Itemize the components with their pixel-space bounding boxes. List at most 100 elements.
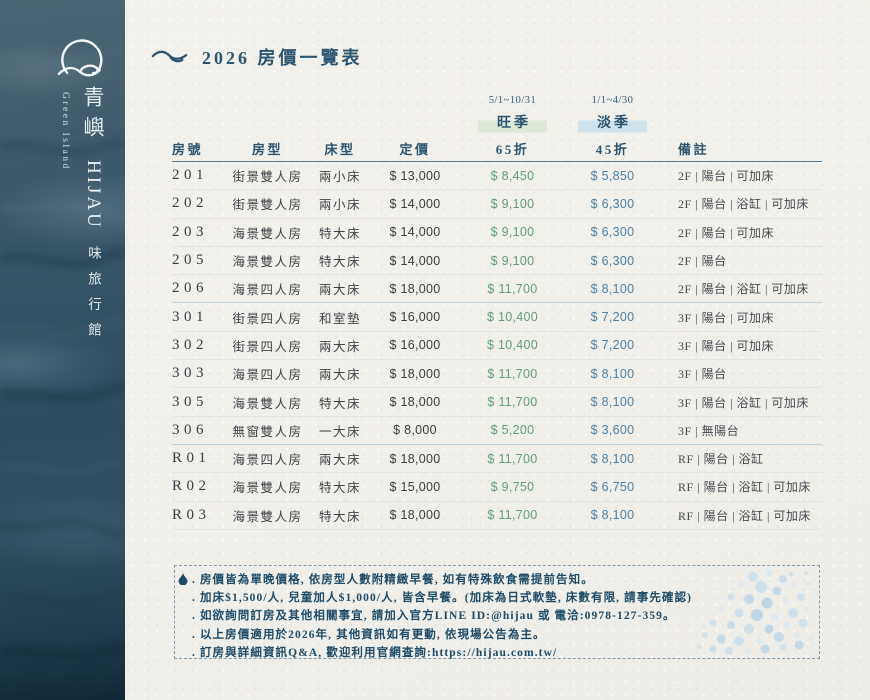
bed-type: 特大床 — [310, 247, 370, 276]
price-table: 5/1~10/31 1/1~4/30 旺季 淡季 房號 房型 床型 定價 65折… — [172, 90, 822, 530]
off-price: $ 8,100 — [565, 445, 660, 474]
off-price: $ 6,750 — [565, 473, 660, 502]
room-type: 海景雙人房 — [225, 388, 310, 417]
room-number: 202 — [172, 190, 225, 219]
peak-price: $ 9,100 — [460, 219, 565, 247]
room-type: 街景雙人房 — [225, 162, 310, 191]
room-note: 2F | 陽台 — [660, 247, 822, 276]
room-note: 3F | 陽台 | 可加床 — [660, 332, 822, 361]
bed-type: 兩大床 — [310, 360, 370, 389]
off-season-label: 淡季 — [578, 111, 647, 134]
water-droplet-icon — [178, 572, 188, 585]
note-line: . 房價皆為單晚價格, 依房型人數附精緻早餐, 如有特殊飲食需提前告知。 — [192, 574, 594, 586]
room-note: 3F | 陽台 — [660, 360, 822, 389]
off-price: $ 6,300 — [565, 190, 660, 219]
room-type: 海景雙人房 — [225, 247, 310, 276]
bed-type: 一大床 — [310, 417, 370, 445]
room-number: R01 — [172, 445, 225, 474]
room-type: 街景雙人房 — [225, 190, 310, 219]
bed-type: 特大床 — [310, 219, 370, 247]
list-price: $ 16,000 — [370, 332, 460, 361]
off-price: $ 7,200 — [565, 332, 660, 361]
room-number: 205 — [172, 247, 225, 276]
bed-type: 兩大床 — [310, 332, 370, 361]
off-price: $ 8,100 — [565, 502, 660, 530]
room-number: 201 — [172, 162, 225, 191]
note-line: . 加床$1,500/人, 兒童加人$1,000/人, 皆含早餐。(加床為日式軟… — [192, 592, 693, 605]
bed-type: 兩大床 — [310, 445, 370, 474]
off-price: $ 7,200 — [565, 303, 660, 332]
list-price: $ 14,000 — [370, 190, 460, 219]
list-price: $ 8,000 — [370, 417, 460, 445]
sidebar-ocean-panel: 青嶼 HIJAU 味旅行館 Green Island — [0, 0, 125, 700]
room-number: 203 — [172, 219, 225, 247]
column-header-peak-discount: 65折 — [460, 135, 565, 162]
room-number: R02 — [172, 473, 225, 502]
room-number: 306 — [172, 417, 225, 445]
bed-type: 兩大床 — [310, 275, 370, 304]
brand-name-latin: HIJAU — [83, 160, 104, 230]
room-type: 海景四人房 — [225, 445, 310, 474]
off-price: $ 3,600 — [565, 417, 660, 445]
bed-type: 兩小床 — [310, 162, 370, 191]
list-price: $ 13,000 — [370, 162, 460, 191]
list-price: $ 18,000 — [370, 502, 460, 530]
column-header-notes: 備註 — [660, 135, 822, 162]
bed-type: 兩小床 — [310, 190, 370, 219]
room-note: 3F | 無陽台 — [660, 417, 822, 445]
peak-price: $ 10,400 — [460, 303, 565, 332]
room-type: 街景四人房 — [225, 303, 310, 332]
list-price: $ 14,000 — [370, 219, 460, 247]
column-header-room: 房號 — [172, 135, 225, 162]
brand-vertical-text: 青嶼 HIJAU 味旅行館 — [81, 86, 105, 348]
room-note: 2F | 陽台 | 浴缸 | 可加床 — [660, 190, 822, 219]
note-line: . 訂房與詳細資訊Q&A, 歡迎利用官網查詢:https://hijau.com… — [192, 646, 558, 659]
list-price: $ 18,000 — [370, 388, 460, 417]
note-line: . 如欲詢問訂房及其他相關事宜, 請加入官方LINE ID:@hijau 或 電… — [192, 610, 676, 623]
page-title: 2026 房價一覽表 — [202, 48, 363, 68]
room-type: 海景雙人房 — [225, 219, 310, 247]
peak-price: $ 11,700 — [460, 502, 565, 530]
peak-price: $ 10,400 — [460, 332, 565, 361]
brand-name-english: Green Island — [60, 92, 70, 171]
list-price: $ 18,000 — [370, 275, 460, 304]
bed-type: 和室墊 — [310, 303, 370, 332]
brand-name-cjk: 青嶼 — [81, 86, 105, 146]
room-number: 303 — [172, 360, 225, 389]
room-type: 海景四人房 — [225, 360, 310, 389]
peak-price: $ 8,450 — [460, 162, 565, 191]
column-header-off-discount: 45折 — [565, 135, 660, 162]
room-note: RF | 陽台 | 浴缸 | 可加床 — [660, 502, 822, 530]
notes-list: . 房價皆為單晚價格, 依房型人數附精緻早餐, 如有特殊飲食需提前告知。 . 加… — [175, 566, 819, 662]
peak-price: $ 11,700 — [460, 388, 565, 417]
peak-price: $ 9,750 — [460, 473, 565, 502]
list-price: $ 16,000 — [370, 303, 460, 332]
off-price: $ 8,100 — [565, 360, 660, 389]
peak-season-dates: 5/1~10/31 — [488, 94, 537, 106]
off-price: $ 6,300 — [565, 247, 660, 276]
off-price: $ 8,100 — [565, 388, 660, 417]
room-note: 2F | 陽台 | 浴缸 | 可加床 — [660, 275, 822, 304]
peak-price: $ 9,100 — [460, 247, 565, 276]
list-price: $ 18,000 — [370, 360, 460, 389]
room-number: 305 — [172, 388, 225, 417]
peak-price: $ 11,700 — [460, 275, 565, 304]
room-note: 2F | 陽台 | 可加床 — [660, 162, 822, 191]
notes-box: . 房價皆為單晚價格, 依房型人數附精緻早餐, 如有特殊飲食需提前告知。 . 加… — [174, 565, 820, 659]
peak-price: $ 11,700 — [460, 360, 565, 389]
wave-circle-logo-icon — [57, 39, 103, 77]
room-note: 2F | 陽台 | 可加床 — [660, 219, 822, 247]
column-header-bed: 床型 — [310, 135, 370, 162]
room-type: 無窗雙人房 — [225, 417, 310, 445]
wave-icon — [151, 50, 188, 63]
room-type: 海景雙人房 — [225, 502, 310, 530]
room-number: 301 — [172, 303, 225, 332]
title-row: 2026 房價一覽表 — [151, 44, 363, 70]
room-note: 3F | 陽台 | 浴缸 | 可加床 — [660, 388, 822, 417]
peak-price: $ 9,100 — [460, 190, 565, 219]
note-line: . 以上房價適用於2026年, 其他資訊如有更動, 依現場公告為主。 — [192, 628, 546, 641]
bed-type: 特大床 — [310, 473, 370, 502]
bed-type: 特大床 — [310, 388, 370, 417]
peak-price: $ 5,200 — [460, 417, 565, 445]
room-number: R03 — [172, 502, 225, 530]
